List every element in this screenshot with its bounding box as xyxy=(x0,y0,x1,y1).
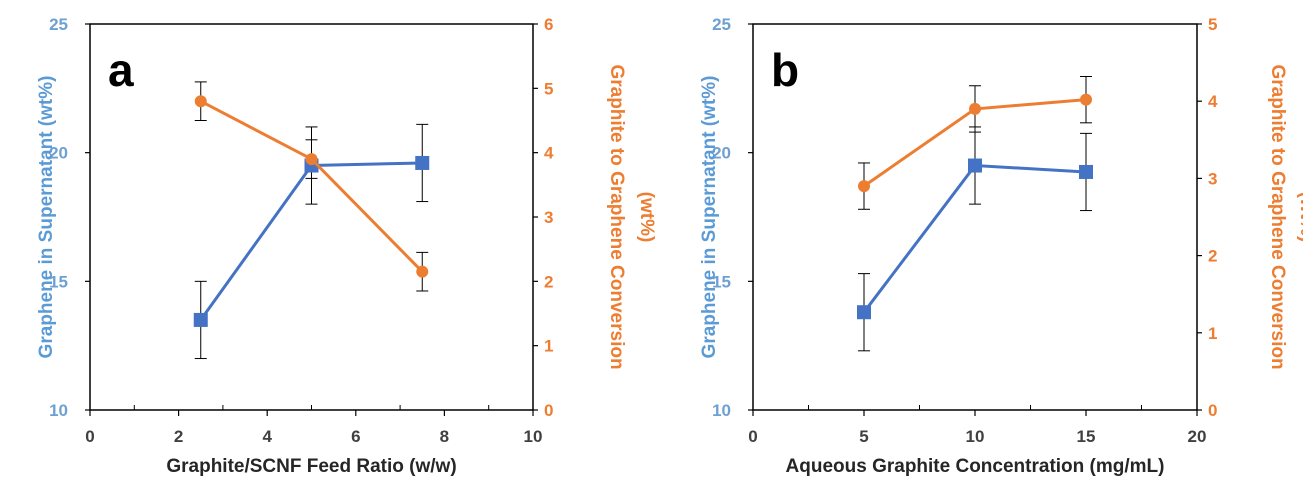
y2-tick-label: 3 xyxy=(544,208,553,227)
y2-tick-label: 3 xyxy=(1208,169,1217,188)
y-tick-label: 10 xyxy=(49,401,68,420)
x-tick-label: 5 xyxy=(859,427,868,446)
y2-tick-label: 6 xyxy=(544,15,553,34)
x-tick-label: 0 xyxy=(85,427,94,446)
data-point-circle xyxy=(416,266,428,278)
data-point-circle xyxy=(195,95,207,107)
x-axis-title: Graphite/SCNF Feed Ratio (w/w) xyxy=(166,456,456,477)
data-point-square xyxy=(415,156,429,170)
x-tick-label: 8 xyxy=(440,427,449,446)
x-tick-label: 10 xyxy=(524,427,543,446)
y2-tick-label: 2 xyxy=(544,272,553,291)
y2-tick-label: 0 xyxy=(544,401,553,420)
x-tick-label: 4 xyxy=(262,427,272,446)
data-point-circle xyxy=(1080,94,1092,106)
x-tick-label: 0 xyxy=(748,427,757,446)
y-tick-label: 10 xyxy=(712,401,731,420)
data-point-square xyxy=(857,305,871,319)
y2-tick-label: 4 xyxy=(544,144,554,163)
x-axis-title: Aqueous Graphite Concentration (mg/mL) xyxy=(786,456,1165,477)
y2-axis-title-line-1: Graphite to Graphene Conversion xyxy=(1267,64,1288,369)
data-point-circle xyxy=(306,153,318,165)
y2-tick-label: 5 xyxy=(1208,15,1217,34)
data-point-square xyxy=(194,313,208,327)
y2-tick-label: 2 xyxy=(1208,247,1217,266)
y-axis-title: Graphene in Supernatant (wt%) xyxy=(36,76,57,359)
x-tick-label: 6 xyxy=(351,427,360,446)
x-tick-label: 15 xyxy=(1077,427,1096,446)
y2-tick-label: 1 xyxy=(1208,324,1217,343)
data-point-square xyxy=(968,159,982,173)
panel-label: b xyxy=(771,44,799,96)
y2-tick-label: 5 xyxy=(544,79,553,98)
y2-axis-title-line-2: (wt%) xyxy=(636,192,657,243)
x-tick-label: 10 xyxy=(966,427,985,446)
y-tick-label: 25 xyxy=(712,15,731,34)
x-tick-label: 2 xyxy=(174,427,183,446)
y2-axis-title-line-1: Graphite to Graphene Conversion xyxy=(606,64,627,369)
plot-frame xyxy=(90,24,533,410)
y-axis-title: Graphene in Supernatant (wt%) xyxy=(699,76,720,359)
plot-frame xyxy=(753,24,1197,410)
x-tick-label: 20 xyxy=(1188,427,1207,446)
y-tick-label: 25 xyxy=(49,15,68,34)
data-point-circle xyxy=(969,103,981,115)
panel-label: a xyxy=(108,44,134,96)
y2-tick-label: 1 xyxy=(544,337,553,356)
data-point-circle xyxy=(858,180,870,192)
y2-tick-label: 4 xyxy=(1208,92,1218,111)
y2-axis-title-line-2: (wt%) xyxy=(1296,192,1303,243)
data-point-square xyxy=(1079,165,1093,179)
y2-tick-label: 0 xyxy=(1208,401,1217,420)
